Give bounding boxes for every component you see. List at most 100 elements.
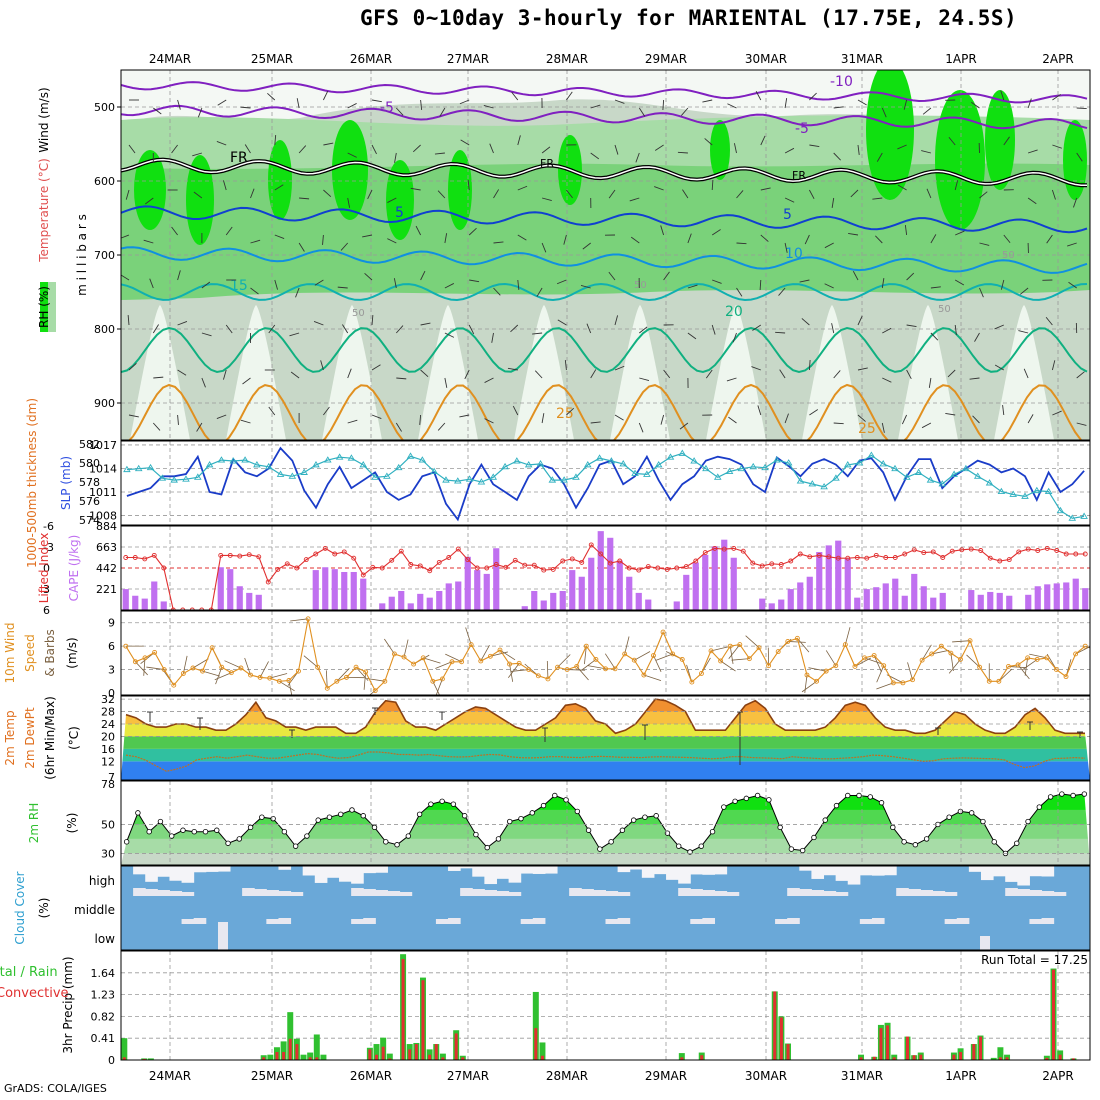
- li-marker: [769, 561, 775, 567]
- wind-barb: [225, 324, 233, 334]
- li-marker: [788, 558, 794, 564]
- wind-barb: [955, 230, 965, 236]
- li-marker: [332, 551, 338, 557]
- cloud-gap-high: [145, 866, 158, 882]
- wind-speed-marker: [631, 657, 637, 663]
- rh-dry-plume: [418, 305, 478, 440]
- wind-barb: [224, 660, 242, 669]
- panel-frame: [120, 865, 1091, 951]
- wind-barb: [410, 187, 421, 191]
- cape-bar: [920, 586, 927, 610]
- y-tick-label: 20: [101, 730, 115, 743]
- y-tick-label: 16: [101, 743, 115, 756]
- wind-barb: [215, 667, 223, 685]
- wind-speed-marker: [938, 643, 944, 649]
- wind-barb: [289, 332, 300, 337]
- thickness-marker: [513, 457, 521, 464]
- cape-bar: [122, 589, 129, 610]
- wind-barb: [873, 655, 882, 673]
- axis-title: m i l l i b a r s: [75, 214, 89, 296]
- convective-bar: [700, 1055, 704, 1060]
- precip-bar: [997, 1047, 1004, 1060]
- wind-speed-marker: [785, 639, 791, 644]
- wind-barb: [921, 150, 932, 154]
- axis-title: Speed: [23, 634, 37, 672]
- rh-marker: [157, 818, 164, 825]
- convective-bar: [1071, 1058, 1075, 1060]
- bottom-date-label: 27MAR: [447, 1069, 489, 1083]
- temperature-band: [121, 724, 1090, 737]
- wind-speed-marker: [737, 642, 743, 648]
- wind-barb: [833, 370, 841, 379]
- wind-barb: [930, 234, 937, 244]
- wind-barb: [732, 332, 737, 343]
- wind-panel: [121, 611, 1090, 695]
- wind-speed-marker: [180, 671, 186, 676]
- li-marker: [398, 548, 404, 554]
- cape-bar: [968, 590, 975, 610]
- wind-barb: [639, 377, 650, 382]
- li-marker: [702, 550, 708, 556]
- y-tick-left: 3: [43, 583, 50, 596]
- precip-bar: [280, 1041, 287, 1060]
- y-tick-right: 663: [96, 541, 117, 554]
- cape-bar: [1025, 594, 1032, 610]
- y-tick-label: 1.64: [91, 967, 116, 980]
- wind-barb: [420, 369, 429, 378]
- rh-marker: [991, 839, 997, 845]
- cloud-gap-middle: [363, 889, 376, 896]
- rh-marker: [428, 801, 434, 807]
- wind-barb: [971, 101, 980, 109]
- wind-barb: [852, 270, 859, 281]
- rh-marker: [856, 792, 862, 799]
- li-marker: [256, 554, 262, 560]
- wind-barb: [1000, 279, 1005, 290]
- wind-barb: [298, 145, 307, 154]
- cape-bar: [426, 597, 433, 610]
- axis-title: Temperature (°C): [37, 158, 51, 263]
- li-marker: [569, 556, 575, 562]
- rh-marker: [878, 800, 885, 806]
- rh-marker: [1070, 792, 1076, 799]
- axis-title: 10m Wind: [3, 623, 17, 684]
- convective-bar: [998, 1057, 1002, 1060]
- wind-barb: [653, 655, 662, 672]
- precip-bar: [313, 1034, 320, 1060]
- cloud-gap-middle: [1005, 888, 1018, 896]
- convective-bar: [1005, 1057, 1009, 1060]
- cape-bar: [1044, 584, 1051, 610]
- rh-marker: [1025, 818, 1031, 825]
- wind-barb: [581, 659, 597, 671]
- contour-label: -5: [380, 100, 394, 116]
- precip-bar: [147, 1058, 154, 1060]
- wind-barb: [395, 422, 402, 432]
- rh-marker: [169, 833, 175, 839]
- thickness-marker: [253, 460, 261, 468]
- li-marker: [446, 555, 452, 560]
- rh-saturated-patch: [985, 90, 1015, 190]
- wind-barb: [363, 671, 367, 690]
- wind-barb: [259, 661, 269, 678]
- li-marker: [883, 555, 889, 560]
- wind-speed-marker: [1063, 674, 1069, 680]
- convective-bar: [1058, 1054, 1062, 1060]
- wind-speed-marker: [900, 680, 906, 686]
- wind-speed-marker: [296, 668, 301, 674]
- wind-barb: [950, 653, 954, 672]
- li-marker: [626, 565, 632, 571]
- thickness-marker: [914, 468, 923, 475]
- wind-speed-marker: [171, 682, 177, 688]
- rh-marker: [788, 846, 795, 852]
- li-marker: [892, 555, 898, 560]
- bottom-date-label: 28MAR: [546, 1069, 588, 1083]
- cape-bar: [312, 570, 319, 610]
- wind-barb: [926, 188, 932, 199]
- cloud-gap-middle: [799, 889, 812, 896]
- y-tick-label: 700: [94, 249, 115, 262]
- thickness-marker: [123, 465, 131, 473]
- li-marker: [1073, 551, 1079, 557]
- thickness-marker: [560, 476, 568, 483]
- cape-bar: [711, 546, 718, 610]
- li-marker: [474, 565, 480, 571]
- precip-bar: [439, 1053, 446, 1060]
